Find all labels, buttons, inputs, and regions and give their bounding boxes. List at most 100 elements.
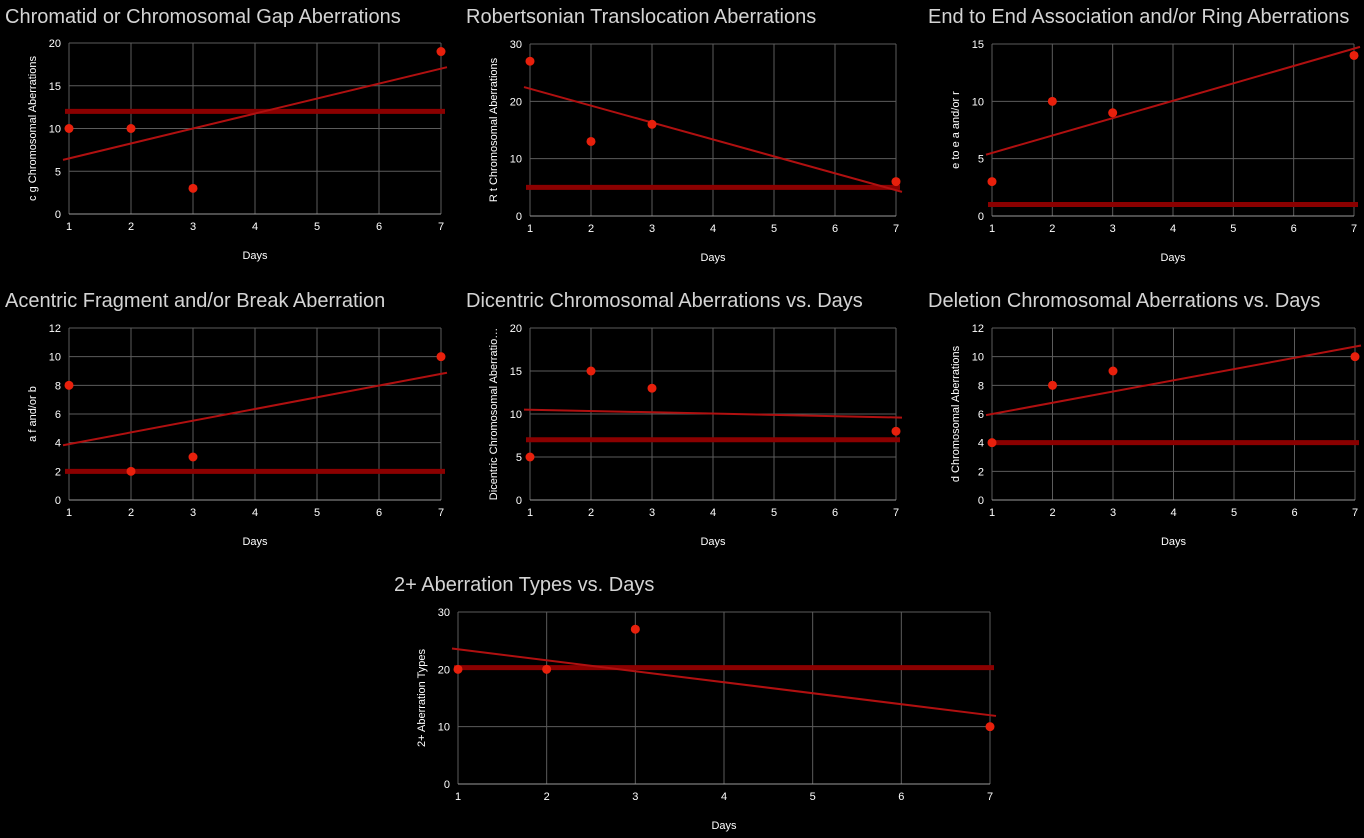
y-tick-label: 10: [438, 722, 450, 734]
x-tick-label: 4: [1170, 507, 1176, 519]
x-tick-label: 1: [66, 507, 72, 519]
x-tick-label: 5: [771, 223, 777, 235]
y-tick-label: 10: [510, 154, 522, 166]
y-axis-label: c g Chromosomal Aberrations: [27, 56, 39, 201]
data-point: [64, 124, 74, 133]
x-tick-label: 1: [527, 507, 533, 519]
x-tick-label: 4: [1170, 223, 1176, 235]
y-tick-label: 30: [510, 39, 522, 51]
data-point: [987, 177, 997, 187]
x-tick-label: 6: [1291, 507, 1297, 519]
x-tick-label: 4: [252, 221, 258, 233]
x-tick-label: 4: [710, 507, 716, 519]
chart-title: Acentric Fragment and/or Break Aberratio…: [5, 290, 386, 312]
x-tick-label: 3: [649, 223, 655, 235]
data-point: [647, 119, 657, 129]
chart-title: Deletion Chromosomal Aberrations vs. Day…: [928, 290, 1321, 312]
data-point: [586, 136, 596, 146]
x-tick-label: 1: [989, 223, 995, 235]
y-tick-label: 6: [978, 409, 984, 421]
x-tick-label: 1: [455, 791, 461, 803]
x-tick-label: 7: [438, 221, 444, 233]
y-axis-label: 2+ Aberration Types: [416, 649, 428, 747]
x-tick-label: 7: [1352, 507, 1358, 519]
data-point: [436, 352, 446, 362]
y-tick-label: 15: [972, 39, 984, 51]
chart-title: Chromatid or Chromosomal Gap Aberrations: [5, 6, 401, 28]
y-tick-label: 0: [444, 779, 450, 791]
y-tick-label: 10: [510, 409, 522, 421]
x-tick-label: 3: [632, 791, 638, 803]
y-tick-label: 0: [55, 495, 61, 507]
data-point: [453, 664, 463, 674]
data-point: [1108, 366, 1118, 376]
y-tick-label: 12: [972, 323, 984, 335]
x-tick-label: 6: [832, 223, 838, 235]
data-point: [436, 47, 446, 57]
y-tick-label: 20: [438, 664, 450, 676]
x-tick-label: 3: [1110, 507, 1116, 519]
y-tick-label: 30: [438, 607, 450, 619]
x-axis-label: Days: [242, 250, 268, 262]
x-tick-label: 6: [1291, 223, 1297, 235]
x-axis-label: Days: [1161, 536, 1187, 548]
y-tick-label: 10: [49, 352, 61, 364]
data-point: [188, 452, 198, 462]
data-point: [891, 426, 901, 436]
y-tick-label: 4: [978, 438, 984, 450]
data-point: [1048, 380, 1057, 390]
y-axis-label: a f and/or b: [27, 386, 39, 442]
x-tick-label: 5: [1231, 507, 1237, 519]
x-tick-label: 2: [588, 223, 594, 235]
trendline: [523, 408, 903, 419]
x-tick-label: 2: [1049, 507, 1055, 519]
x-tick-label: 4: [252, 507, 258, 519]
x-axis-label: Days: [700, 252, 726, 264]
y-tick-label: 0: [978, 211, 984, 223]
x-tick-label: 7: [893, 507, 899, 519]
y-tick-label: 4: [55, 438, 61, 450]
x-tick-label: 3: [190, 221, 196, 233]
data-point: [630, 624, 640, 634]
x-axis-label: Days: [1160, 252, 1186, 264]
chart-panel-end-to-end: End to End Association and/or Ring Aberr…: [928, 0, 1364, 275]
x-tick-label: 2: [128, 507, 134, 519]
data-point: [188, 183, 198, 193]
y-tick-label: 6: [55, 409, 61, 421]
data-point: [647, 383, 657, 393]
y-tick-label: 20: [510, 323, 522, 335]
trendline: [62, 66, 448, 161]
data-point: [987, 438, 997, 448]
y-tick-label: 0: [978, 495, 984, 507]
x-tick-label: 4: [710, 223, 716, 235]
data-point: [542, 664, 552, 674]
x-tick-label: 1: [66, 221, 72, 233]
x-tick-label: 5: [771, 507, 777, 519]
chart-end-to-end: 0 5 10 15 1 2 3 4 5 6 7 Days e to e a and/or r: [950, 39, 1361, 264]
x-tick-label: 2: [128, 221, 134, 233]
data-point: [126, 124, 136, 133]
y-tick-label: 20: [510, 96, 522, 108]
y-tick-label: 15: [510, 366, 522, 378]
y-tick-label: 5: [516, 452, 522, 464]
chart-panel-gap: Chromatid or Chromosomal Gap Aberrations…: [5, 0, 460, 275]
x-tick-label: 5: [314, 221, 320, 233]
x-tick-label: 6: [832, 507, 838, 519]
chart-panel-acentric: Acentric Fragment and/or Break Aberratio…: [5, 284, 460, 559]
x-tick-label: 7: [1351, 223, 1357, 235]
chart-panel-dicentric: Dicentric Chromosomal Aberrations vs. Da…: [466, 284, 921, 559]
x-tick-label: 2: [588, 507, 594, 519]
x-tick-label: 1: [989, 507, 995, 519]
chart-title: Dicentric Chromosomal Aberrations vs. Da…: [466, 290, 863, 312]
x-tick-label: 3: [649, 507, 655, 519]
x-tick-label: 6: [376, 221, 382, 233]
y-tick-label: 10: [49, 124, 61, 136]
chart-robertsonian: 0 10 20 30 1 2 3 4 5 6 7 Days R t Chromosomal Aberra…: [488, 39, 903, 264]
x-tick-label: 6: [898, 791, 904, 803]
chart-panel-deletion: Deletion Chromosomal Aberrations vs. Day…: [928, 284, 1364, 559]
y-axis-label: Dicentric Chromosomal Aberratio…: [488, 328, 500, 500]
y-tick-label: 5: [978, 154, 984, 166]
chart-title: Robertsonian Translocation Aberrations: [466, 6, 817, 28]
x-tick-label: 7: [438, 507, 444, 519]
